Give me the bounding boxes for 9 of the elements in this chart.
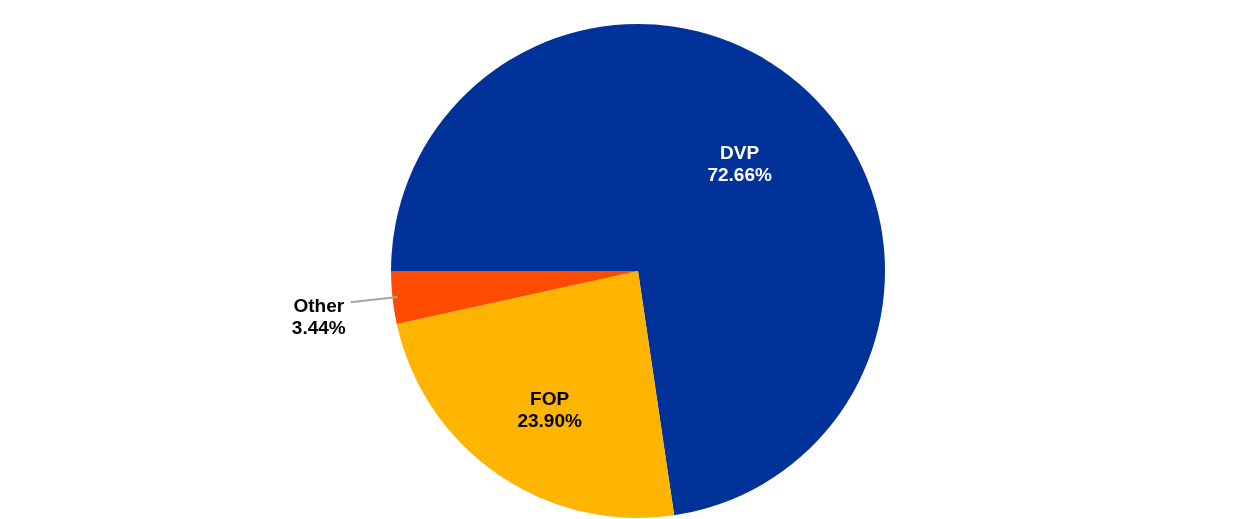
data-label: 72.66%: [707, 164, 772, 186]
data-label: 3.44%: [291, 316, 346, 338]
slice-label: DVP: [720, 142, 760, 164]
data-label: 23.90%: [517, 410, 582, 432]
pie-slice: [391, 24, 885, 516]
slice-label: Other: [293, 294, 345, 316]
pie-slice: [396, 271, 675, 518]
pie-slice: [391, 271, 638, 324]
slice-label: FOP: [530, 388, 570, 410]
